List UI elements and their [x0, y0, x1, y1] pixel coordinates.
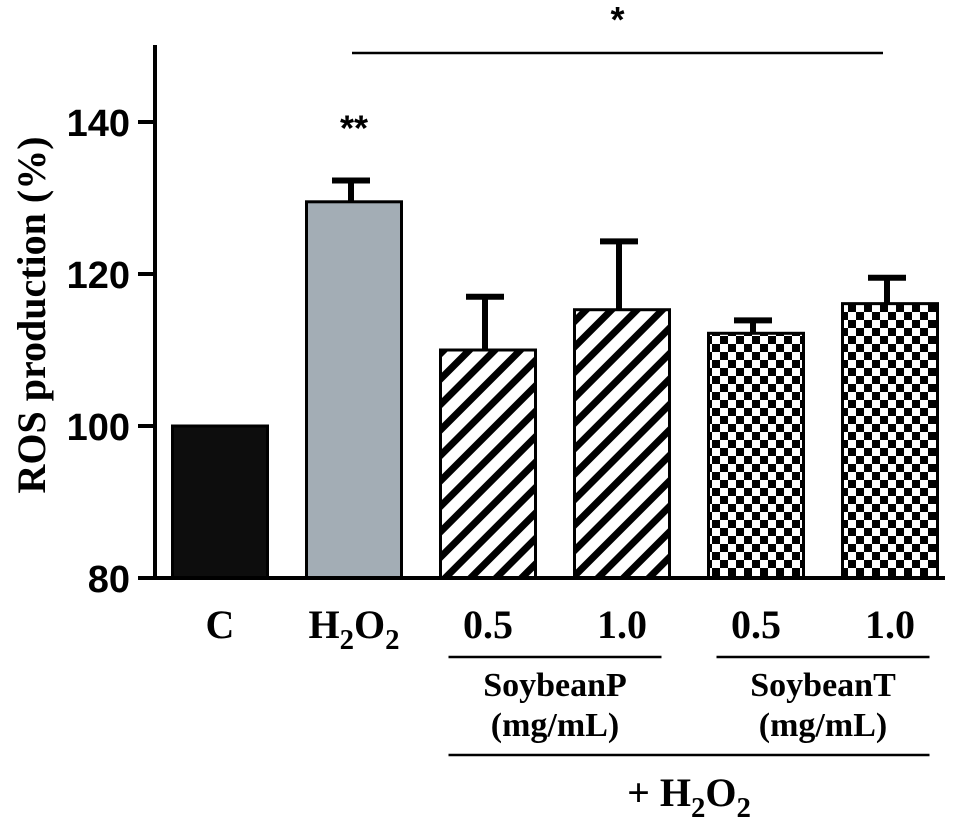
y-tick-label: 120: [67, 255, 130, 297]
bar: [171, 424, 269, 580]
significance-marker: *: [610, 0, 624, 40]
significance-marker: **: [340, 108, 368, 149]
group-label: SoybeanT: [750, 667, 896, 704]
x-tick-label: H2O2: [308, 602, 399, 656]
bar: [841, 302, 939, 580]
y-axis-label: ROS production (%): [9, 136, 54, 493]
y-tick-label: 80: [88, 559, 130, 601]
group-label: SoybeanP: [483, 667, 627, 704]
x-tick-label: 1.0: [597, 602, 647, 647]
group-unit-label: (mg/mL): [491, 707, 619, 744]
bar: [439, 348, 537, 580]
bar: [573, 308, 671, 580]
y-tick-label: 140: [67, 103, 130, 145]
group-unit-label: (mg/mL): [759, 707, 887, 744]
x-tick-label: 0.5: [463, 602, 513, 647]
x-tick-label: 1.0: [865, 602, 915, 647]
x-tick-label: C: [206, 602, 235, 647]
treatment-label: + H2O2: [627, 770, 751, 824]
bar: [707, 331, 805, 580]
bar: [305, 200, 403, 580]
y-tick-label: 100: [67, 407, 130, 449]
x-tick-label: 0.5: [731, 602, 781, 647]
